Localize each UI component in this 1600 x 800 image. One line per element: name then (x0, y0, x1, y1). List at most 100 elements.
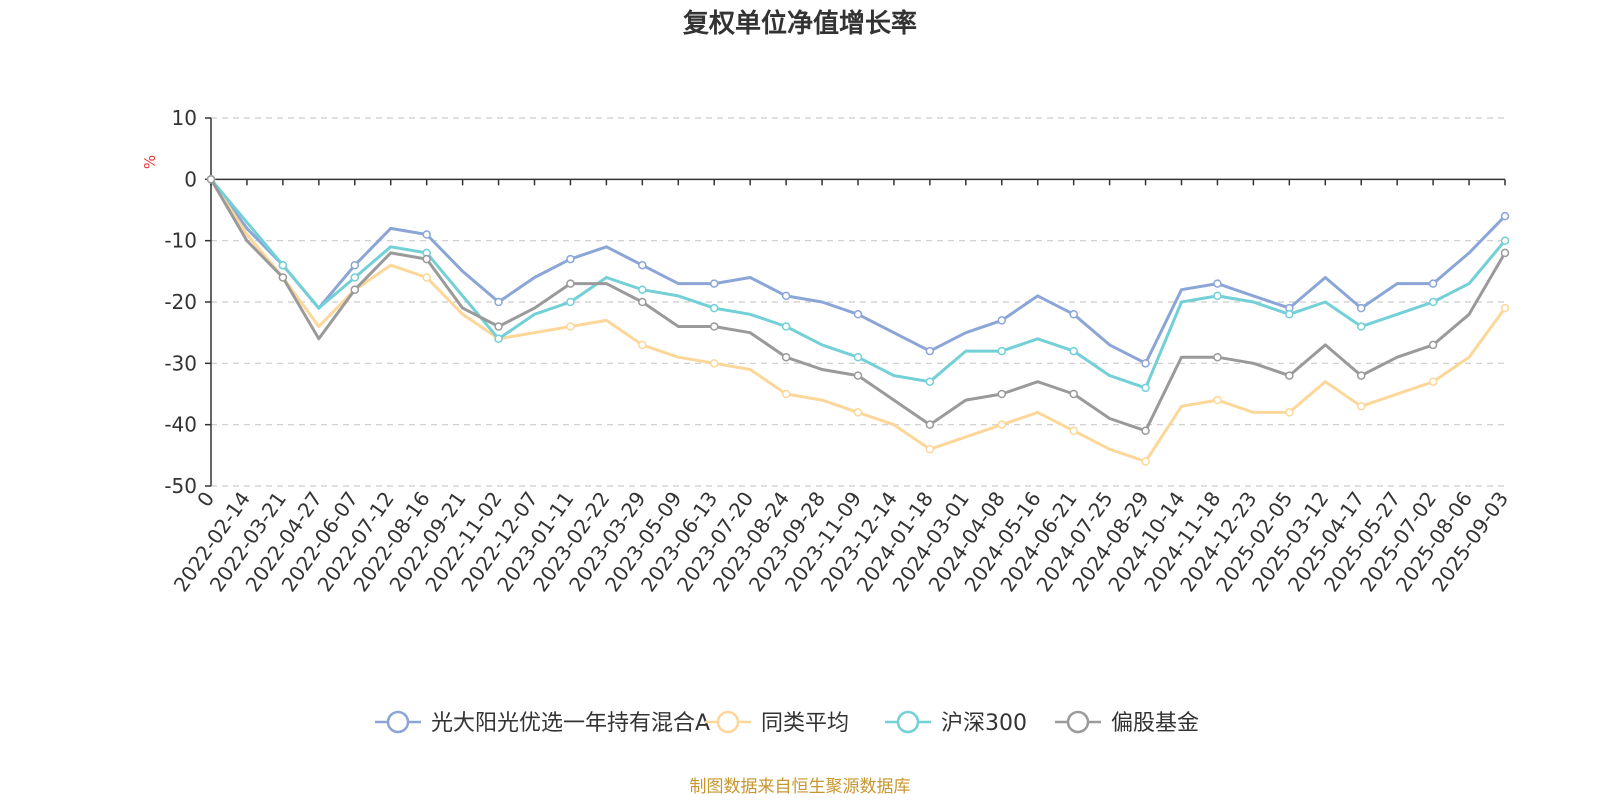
data-point (997, 316, 1007, 325)
data-point (1356, 402, 1366, 411)
data-point (1285, 310, 1294, 319)
data-point (997, 389, 1007, 399)
data-point (1213, 291, 1222, 301)
data-point (422, 273, 431, 282)
data-point (853, 408, 863, 417)
legend-marker-icon (386, 710, 410, 734)
data-point (1428, 297, 1438, 307)
data-point (925, 420, 935, 429)
data-point (566, 297, 575, 307)
legend-label: 光大阳光优选一年持有混合A (431, 711, 710, 736)
data-point (1356, 322, 1366, 331)
data-point (781, 389, 791, 399)
data-point (1213, 352, 1222, 362)
data-point (1069, 346, 1078, 356)
x-tick-label: 0 (192, 487, 219, 511)
data-point (350, 273, 360, 282)
legend-item[interactable]: 偏股基金 (1055, 710, 1199, 736)
y-tick-label: -40 (164, 413, 197, 437)
series-0 (206, 175, 1510, 368)
grid-lines (211, 117, 1505, 487)
data-point (709, 359, 719, 368)
y-tick-label: -30 (164, 351, 197, 375)
y-tick-labels: 10 0 -10 -20 -30 -40 -50 (164, 106, 197, 498)
data-point (1069, 389, 1078, 399)
series-2 (206, 175, 1510, 393)
data-point (1141, 457, 1150, 466)
series-3 (206, 175, 1510, 436)
y-tick-label: 10 (172, 106, 197, 130)
data-point (1428, 279, 1438, 288)
data-point (709, 279, 719, 288)
data-point (278, 260, 288, 270)
data-point (709, 303, 719, 313)
data-point (1428, 340, 1438, 350)
data-point (925, 444, 935, 454)
data-point (853, 310, 863, 319)
chart-title: 复权单位净值增长率 (683, 8, 917, 39)
source-note: 制图数据来自恒生聚源数据库 (690, 777, 911, 797)
data-point (1141, 426, 1150, 436)
data-point (494, 322, 503, 331)
data-point (638, 285, 647, 294)
data-point (350, 260, 360, 270)
data-point (997, 346, 1007, 356)
data-point (781, 322, 791, 331)
data-point (853, 352, 863, 362)
data-point (781, 291, 791, 301)
data-point (925, 346, 935, 356)
data-point (422, 254, 431, 264)
data-point (853, 371, 863, 380)
data-point (566, 322, 575, 331)
data-point (278, 273, 288, 282)
series-1 (206, 175, 1510, 466)
data-point (638, 340, 647, 350)
data-point (1069, 426, 1078, 436)
data-point (494, 297, 503, 307)
legend-item[interactable]: 光大阳光优选一年持有混合A (375, 710, 710, 736)
data-point (206, 175, 216, 184)
data-point (566, 279, 575, 288)
data-point (1356, 303, 1366, 313)
data-point (1500, 236, 1510, 245)
legend-label: 同类平均 (761, 711, 849, 736)
legend-item[interactable]: 同类平均 (705, 710, 849, 736)
data-point (1500, 248, 1510, 258)
data-point (422, 230, 431, 239)
legend-label: 偏股基金 (1111, 711, 1199, 736)
data-point (350, 285, 360, 294)
y-axis-unit: % (141, 155, 159, 169)
y-tick-label: -10 (164, 229, 197, 253)
data-point (1213, 279, 1222, 288)
legend-marker-icon (1066, 710, 1090, 734)
data-point (1500, 211, 1510, 221)
data-point (1141, 383, 1150, 393)
legend-marker-icon (896, 710, 920, 734)
series-line (209, 178, 1507, 463)
data-point (566, 254, 575, 264)
y-tick-label: -20 (164, 290, 197, 314)
data-point (1285, 371, 1294, 380)
legend-marker-icon (716, 710, 740, 734)
y-tick-label: 0 (184, 167, 197, 191)
legend-item[interactable]: 沪深300 (885, 710, 1027, 736)
data-point (1356, 371, 1366, 380)
data-point (1285, 408, 1294, 417)
data-point (997, 420, 1007, 429)
data-point (781, 352, 791, 362)
data-point (1500, 303, 1510, 313)
data-point (1069, 310, 1078, 319)
series-lines (206, 175, 1510, 466)
data-point (1428, 377, 1438, 386)
data-point (925, 377, 935, 386)
x-tick-labels: 02022-02-142022-03-212022-04-272022-06-0… (169, 487, 1513, 596)
legend-label: 沪深300 (941, 711, 1027, 736)
data-point (709, 322, 719, 331)
data-point (494, 334, 503, 344)
legend[interactable]: 光大阳光优选一年持有混合A 同类平均 沪深300 偏股基金 (375, 710, 1199, 736)
data-point (638, 260, 647, 270)
data-point (1141, 359, 1150, 368)
y-tick-label: -50 (164, 474, 197, 498)
data-point (1213, 395, 1222, 405)
